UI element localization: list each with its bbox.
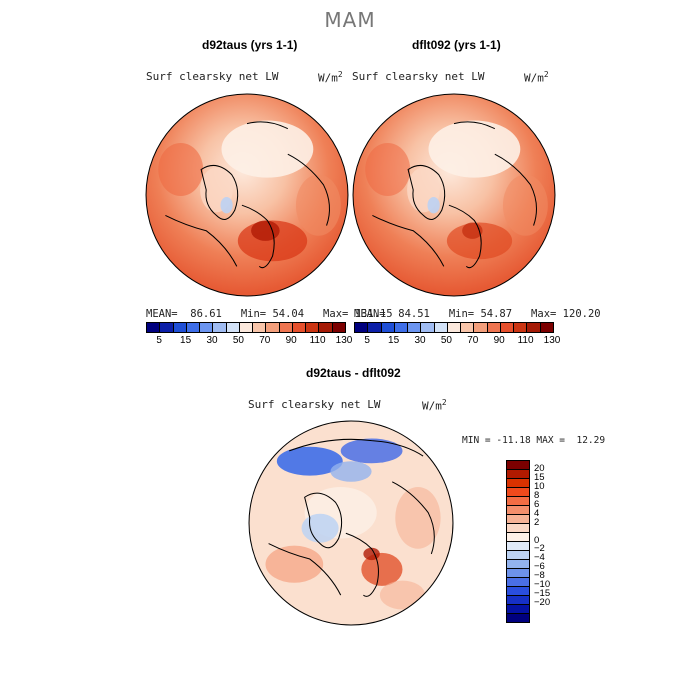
panel-2-units: W/m2 [524, 70, 549, 85]
colorbar-tick-label: 110 [517, 335, 534, 346]
colorbar-swatch [507, 569, 529, 578]
colorbar-tick-label: 6 [534, 498, 540, 510]
colorbar-swatch [507, 533, 529, 542]
colorbar-swatch [507, 551, 529, 560]
panel-1-polar-map [145, 93, 349, 297]
colorbar-swatch [507, 587, 529, 596]
colorbar-swatch [507, 461, 529, 470]
colorbar-tick-label: −2 [534, 543, 545, 555]
colorbar-swatch [474, 323, 488, 332]
colorbar-swatch [355, 323, 369, 332]
colorbar-panel-2 [354, 322, 554, 333]
colorbar-swatch [461, 323, 475, 332]
colorbar-tick-label: −20 [534, 597, 551, 609]
panel-2-field: Surf clearsky net LW [352, 70, 485, 83]
colorbar-swatch [173, 323, 187, 332]
colorbar-tick-label: 15 [534, 471, 545, 483]
colorbar-swatch [487, 323, 501, 332]
colorbar-swatch [507, 479, 529, 488]
colorbar-swatch [253, 323, 267, 332]
colorbar-swatch [434, 323, 448, 332]
colorbar-swatch [279, 323, 293, 332]
colorbar-swatch [147, 323, 161, 332]
colorbar-tick-label: 2 [534, 516, 540, 528]
colorbar-swatch [447, 323, 462, 332]
panel-1-stats: MEAN= 86.61 Min= 54.04 Max= 131.15 [146, 308, 393, 320]
colorbar-swatch [186, 323, 201, 332]
panel-1-title: d92taus (yrs 1-1) [202, 38, 298, 52]
colorbar-tick-label: 130 [543, 335, 561, 346]
colorbar-tick-label: 5 [364, 335, 370, 346]
colorbar-swatch [507, 596, 529, 605]
page-title: MAM [324, 8, 376, 32]
colorbar-tick-label: 50 [440, 335, 452, 346]
diff-panel-units: W/m2 [422, 398, 447, 413]
panel-2-stats: MEAN= 84.51 Min= 54.87 Max= 120.20 [354, 308, 601, 320]
colorbar-swatch [332, 323, 345, 332]
panel-1-field: Surf clearsky net LW [146, 70, 279, 83]
panel-1-units: W/m2 [318, 70, 343, 85]
colorbar-swatch [507, 515, 529, 524]
colorbar-swatch [507, 497, 529, 506]
colorbar-panel-1 [146, 322, 346, 333]
colorbar-swatch [527, 323, 541, 332]
colorbar-tick-label: 5 [156, 335, 162, 346]
colorbar-swatch [381, 323, 395, 332]
colorbar-swatch [239, 323, 254, 332]
colorbar-tick-label: −8 [534, 570, 545, 582]
colorbar-swatch [266, 323, 280, 332]
colorbar-swatch [200, 323, 214, 332]
colorbar-tick-label: −4 [534, 552, 545, 564]
colorbar-swatch [507, 470, 529, 479]
panel-2-polar-map [352, 93, 556, 297]
panel-2-title: dflt092 (yrs 1-1) [412, 38, 501, 52]
colorbar-swatch [226, 323, 240, 332]
colorbar-tick-label: 50 [232, 335, 244, 346]
colorbar-swatch [408, 323, 422, 332]
colorbar-tick-label: 130 [335, 335, 353, 346]
colorbar-swatch [507, 542, 529, 551]
colorbar-tick-label: 70 [467, 335, 479, 346]
colorbar-tick-label: −6 [534, 561, 545, 573]
colorbar-swatch [507, 614, 529, 622]
diff-panel-field: Surf clearsky net LW [248, 398, 381, 411]
colorbar-diff [506, 460, 530, 623]
colorbar-swatch [500, 323, 515, 332]
colorbar-tick-label: 10 [534, 480, 545, 492]
colorbar-swatch [507, 578, 529, 587]
colorbar-tick-label: 90 [285, 335, 297, 346]
colorbar-tick-label: 30 [206, 335, 218, 346]
colorbar-tick-label: 0 [534, 534, 540, 546]
colorbar-tick-label: 90 [493, 335, 505, 346]
colorbar-swatch [507, 524, 529, 533]
colorbar-swatch [540, 323, 553, 332]
colorbar-swatch [514, 323, 528, 332]
colorbar-swatch [306, 323, 320, 332]
diff-panel-polar-map [248, 420, 454, 626]
colorbar-swatch [507, 506, 529, 515]
colorbar-tick-label: −15 [534, 588, 551, 600]
colorbar-swatch [213, 323, 227, 332]
colorbar-swatch [507, 488, 529, 497]
colorbar-swatch [319, 323, 333, 332]
colorbar-tick-label: 8 [534, 489, 540, 501]
colorbar-swatch [507, 605, 529, 614]
colorbar-tick-label: 15 [388, 335, 400, 346]
colorbar-tick-label: 30 [414, 335, 426, 346]
colorbar-swatch [421, 323, 435, 332]
colorbar-swatch [507, 560, 529, 569]
colorbar-tick-label: 15 [180, 335, 192, 346]
colorbar-tick-label: 70 [259, 335, 271, 346]
colorbar-tick-label: 4 [534, 507, 540, 519]
colorbar-swatch [292, 323, 307, 332]
colorbar-tick-label: 110 [309, 335, 326, 346]
colorbar-swatch [368, 323, 382, 332]
colorbar-swatch [394, 323, 409, 332]
colorbar-swatch [160, 323, 174, 332]
colorbar-tick-label: 20 [534, 462, 545, 474]
colorbar-tick-label: −10 [534, 579, 551, 591]
diff-panel-title: d92taus - dflt092 [306, 366, 401, 380]
diff-panel-stats: MIN = -11.18 MAX = 12.29 [462, 435, 606, 446]
